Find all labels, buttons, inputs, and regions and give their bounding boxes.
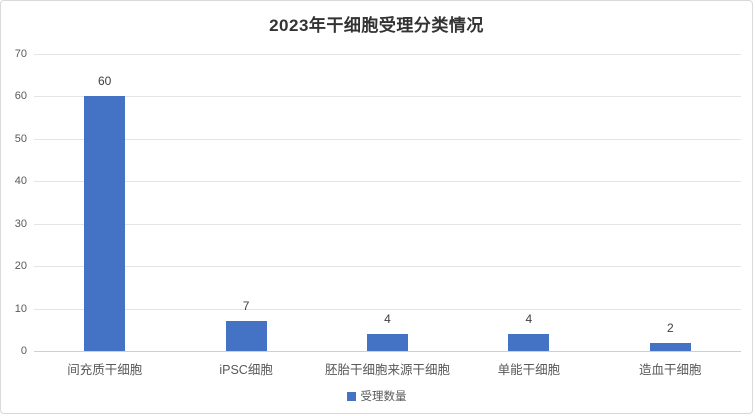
y-tick-label: 70 xyxy=(14,48,27,60)
gridline xyxy=(34,96,741,98)
gridline xyxy=(34,181,741,183)
gridline xyxy=(34,223,741,225)
x-category-label: 胚胎干细胞来源干细胞 xyxy=(324,363,450,377)
bar-value-label: 60 xyxy=(98,74,112,89)
y-tick-label: 60 xyxy=(14,90,27,103)
chart-title: 2023年干细胞受理分类情况 xyxy=(269,16,484,35)
y-tick-label: 20 xyxy=(14,260,27,273)
y-tick-label: 10 xyxy=(14,302,27,315)
bar-value-label: 7 xyxy=(242,299,250,314)
legend: 受理数量 xyxy=(1,388,752,404)
bar-value-label: 2 xyxy=(666,320,674,335)
legend-label: 受理数量 xyxy=(360,391,407,403)
bar[interactable] xyxy=(649,342,691,351)
legend-marker-icon xyxy=(346,391,356,401)
legend-item[interactable]: 受理数量 xyxy=(346,388,407,404)
y-tick-label: 30 xyxy=(14,217,27,230)
bar[interactable] xyxy=(367,334,408,351)
plot-area: 60 间充质干细胞 7 iPSC细胞 4 胚胎干细胞来源干细胞 4 单能干细胞 2 造血干细胞 xyxy=(34,54,741,377)
y-tick-label: 50 xyxy=(14,132,27,145)
x-category-label: 间充质干细胞 xyxy=(67,363,143,377)
gridline xyxy=(34,266,741,268)
x-axis-line xyxy=(34,351,741,352)
y-tick-label: 0 xyxy=(20,345,27,357)
x-category-label: 造血干细胞 xyxy=(639,363,702,377)
bar-value-label: 4 xyxy=(525,312,533,327)
bar[interactable] xyxy=(508,334,550,351)
gridline xyxy=(34,138,741,140)
y-tick-label: 40 xyxy=(14,175,27,188)
x-category-label: iPSC细胞 xyxy=(219,363,273,377)
bar[interactable] xyxy=(84,96,126,351)
x-category-label: 单能干细胞 xyxy=(497,363,561,377)
gridline xyxy=(34,54,741,55)
gridline xyxy=(34,308,741,310)
bar-value-label: 4 xyxy=(384,312,391,327)
bar[interactable] xyxy=(225,321,267,351)
